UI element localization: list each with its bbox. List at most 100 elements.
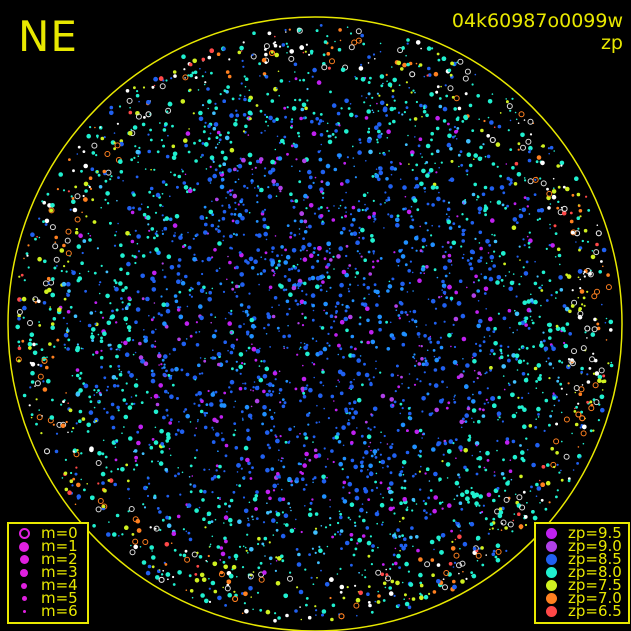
star-marker [471,250,476,255]
star-marker [371,544,375,548]
star-marker [395,309,398,312]
star-marker [458,486,461,488]
star-marker [154,211,158,214]
star-marker [348,44,355,51]
star-marker [41,200,44,203]
star-marker [456,363,459,366]
star-marker [557,200,560,203]
star-marker [118,281,123,286]
star-marker [184,408,188,411]
star-marker [387,82,393,87]
star-marker [157,312,161,316]
star-marker [60,269,63,273]
star-marker [126,97,133,104]
star-marker [580,370,584,374]
star-marker [483,286,489,292]
star-marker [282,142,286,145]
star-marker [553,465,556,469]
star-marker [299,346,302,349]
star-marker [402,207,405,211]
star-marker [402,473,405,476]
star-marker [273,43,278,48]
star-marker [260,360,263,363]
star-marker [549,223,551,226]
star-marker [429,340,433,344]
star-marker [194,573,198,576]
star-marker [376,600,381,604]
star-marker [353,378,355,381]
star-marker [310,576,313,579]
star-marker [294,98,297,102]
star-marker [418,336,420,338]
star-marker [159,83,166,90]
star-marker [463,465,467,470]
star-marker [153,168,156,171]
star-marker [183,185,189,190]
star-marker [132,339,135,342]
star-marker [415,100,418,104]
star-marker [349,112,354,118]
star-marker [225,360,229,363]
star-marker [51,277,55,281]
star-marker [329,596,332,600]
star-marker [424,221,428,225]
star-marker [296,27,303,34]
star-marker [299,299,305,305]
star-marker [454,130,458,134]
star-marker [464,68,471,75]
star-marker [370,238,375,243]
star-marker [311,131,317,136]
star-marker [377,177,381,182]
star-marker [592,398,596,401]
star-marker [70,471,73,475]
star-marker [183,410,186,413]
star-marker [349,407,351,410]
star-marker [176,279,181,285]
star-marker [158,461,164,466]
star-marker [178,421,180,423]
star-marker [342,596,346,600]
star-marker [501,420,504,423]
star-marker [222,586,224,589]
star-marker [397,264,400,267]
star-marker [166,254,172,259]
star-marker [118,368,121,371]
star-marker [419,225,422,228]
star-marker [349,533,354,537]
star-marker [511,353,516,358]
star-marker [96,170,99,173]
star-marker [100,471,106,477]
star-marker [364,576,367,579]
star-marker [539,208,545,213]
star-marker [458,501,463,506]
star-marker [120,253,125,258]
star-marker [222,47,226,51]
star-marker [504,206,507,210]
star-marker [331,218,336,222]
star-marker [549,203,552,205]
star-marker [114,234,117,237]
star-marker [462,253,465,256]
star-marker [267,382,273,387]
star-marker [223,156,228,161]
star-marker [316,259,320,263]
star-marker [209,402,214,407]
star-marker [150,318,154,322]
star-marker [591,293,598,300]
zp-color-swatch-icon [542,580,560,591]
star-marker [63,343,66,346]
star-marker [453,396,456,398]
star-marker [230,212,234,216]
star-marker [412,545,414,548]
star-marker [171,383,175,387]
star-marker [427,66,431,71]
star-marker [65,250,72,257]
star-marker [436,196,441,202]
star-marker [338,461,344,467]
star-marker [421,410,424,413]
star-marker [458,279,463,284]
star-marker [585,195,588,198]
star-marker [66,322,68,325]
star-marker [79,320,82,323]
star-marker [379,42,382,45]
